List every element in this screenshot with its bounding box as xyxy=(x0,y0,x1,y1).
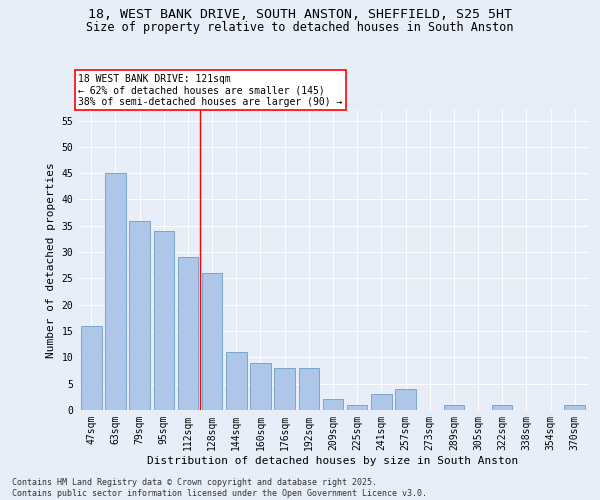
Bar xyxy=(371,394,392,410)
Bar xyxy=(395,389,416,410)
Text: 18 WEST BANK DRIVE: 121sqm
← 62% of detached houses are smaller (145)
38% of sem: 18 WEST BANK DRIVE: 121sqm ← 62% of deta… xyxy=(78,74,343,107)
Bar xyxy=(299,368,319,410)
X-axis label: Distribution of detached houses by size in South Anston: Distribution of detached houses by size … xyxy=(148,456,518,466)
Bar xyxy=(274,368,295,410)
Y-axis label: Number of detached properties: Number of detached properties xyxy=(46,162,56,358)
Bar xyxy=(178,258,198,410)
Bar xyxy=(130,220,150,410)
Text: Contains HM Land Registry data © Crown copyright and database right 2025.
Contai: Contains HM Land Registry data © Crown c… xyxy=(12,478,427,498)
Bar xyxy=(347,404,367,410)
Bar xyxy=(81,326,101,410)
Bar xyxy=(565,404,585,410)
Bar xyxy=(202,273,223,410)
Bar xyxy=(226,352,247,410)
Text: 18, WEST BANK DRIVE, SOUTH ANSTON, SHEFFIELD, S25 5HT: 18, WEST BANK DRIVE, SOUTH ANSTON, SHEFF… xyxy=(88,8,512,20)
Bar xyxy=(154,231,174,410)
Text: Size of property relative to detached houses in South Anston: Size of property relative to detached ho… xyxy=(86,21,514,34)
Bar xyxy=(492,404,512,410)
Bar xyxy=(105,173,126,410)
Bar xyxy=(250,362,271,410)
Bar xyxy=(443,404,464,410)
Bar xyxy=(323,400,343,410)
